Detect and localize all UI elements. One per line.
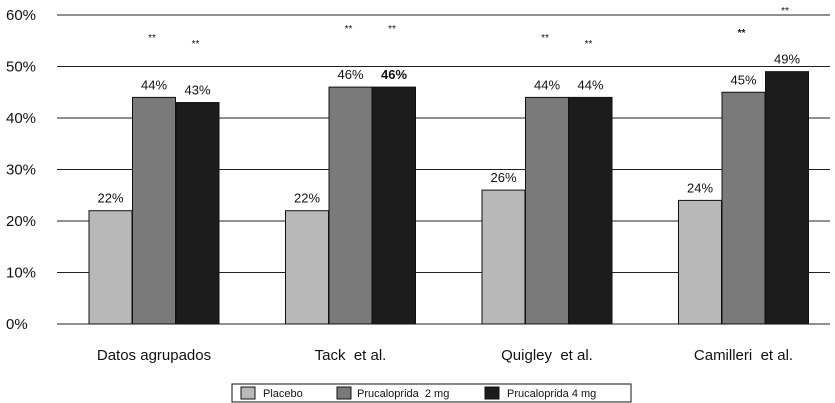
significance-marker: **	[148, 33, 156, 44]
significance-marker: **	[192, 39, 200, 50]
bar	[372, 86, 416, 325]
y-tick-label: 50%	[6, 59, 36, 76]
y-tick-label: 30%	[6, 162, 36, 179]
bar	[88, 210, 133, 325]
bar-value-label: 49%	[774, 52, 800, 67]
legend-swatch	[484, 386, 500, 400]
bar	[285, 210, 329, 325]
x-tick-label: Datos agrupados	[97, 347, 211, 364]
bar-value-label: 22%	[294, 191, 320, 206]
legend-swatch	[336, 386, 352, 400]
significance-marker: **	[541, 33, 549, 44]
legend-swatch	[240, 386, 256, 400]
x-tick-label: Camilleri et al.	[694, 347, 793, 364]
bar-value-label: 45%	[730, 72, 756, 87]
legend-box	[231, 383, 632, 403]
bar-value-label: 43%	[184, 83, 210, 98]
x-tick-label: Tack et al.	[315, 347, 387, 364]
y-axis-ticks: 0% 10% 20% 30% 40% 50% 60%	[6, 7, 36, 333]
legend-label: Prucaloprida 4 mg	[507, 388, 596, 400]
bar-value-label: 44%	[534, 77, 560, 92]
legend: Placebo Prucaloprida 2 mg Prucaloprida 4 m…	[231, 383, 632, 403]
significance-marker: **	[781, 6, 789, 17]
legend-label: Placebo	[263, 388, 303, 400]
legend-label: Prucaloprida 2 mg	[357, 388, 449, 400]
bar-value-label: 24%	[687, 180, 713, 195]
bar-value-label: 26%	[490, 170, 516, 185]
bar	[481, 189, 526, 325]
bar-value-label: 22%	[97, 191, 123, 206]
bar	[132, 96, 176, 325]
bar	[721, 91, 766, 325]
bar-value-label: 44%	[141, 77, 167, 92]
bar	[525, 96, 569, 325]
x-tick-label: Quigley et al.	[501, 347, 593, 364]
y-tick-label: 10%	[6, 265, 36, 282]
y-tick-label: 20%	[6, 213, 36, 230]
significance-marker: **	[738, 28, 746, 39]
significance-marker: **	[388, 24, 396, 35]
bar-value-label: 46%	[381, 67, 407, 82]
bar	[175, 102, 220, 325]
bar	[678, 199, 722, 325]
bar-value-label: 46%	[337, 67, 363, 82]
bar	[328, 86, 373, 325]
bar-value-label: 44%	[577, 77, 603, 92]
bar	[568, 96, 613, 325]
significance-marker: **	[345, 24, 353, 35]
significance-marker: **	[585, 39, 593, 50]
y-tick-label: 0%	[6, 316, 28, 333]
bars: 22% 44% ** 43% ** 22% 46% ** 46% ** 26% 44% ** 44% ** 2…	[88, 6, 809, 325]
category-labels: Datos agrupados Tack et al. Quigley et al.…	[97, 347, 793, 364]
y-tick-label: 40%	[6, 110, 36, 127]
bar	[765, 71, 809, 325]
y-tick-label: 60%	[6, 7, 36, 24]
